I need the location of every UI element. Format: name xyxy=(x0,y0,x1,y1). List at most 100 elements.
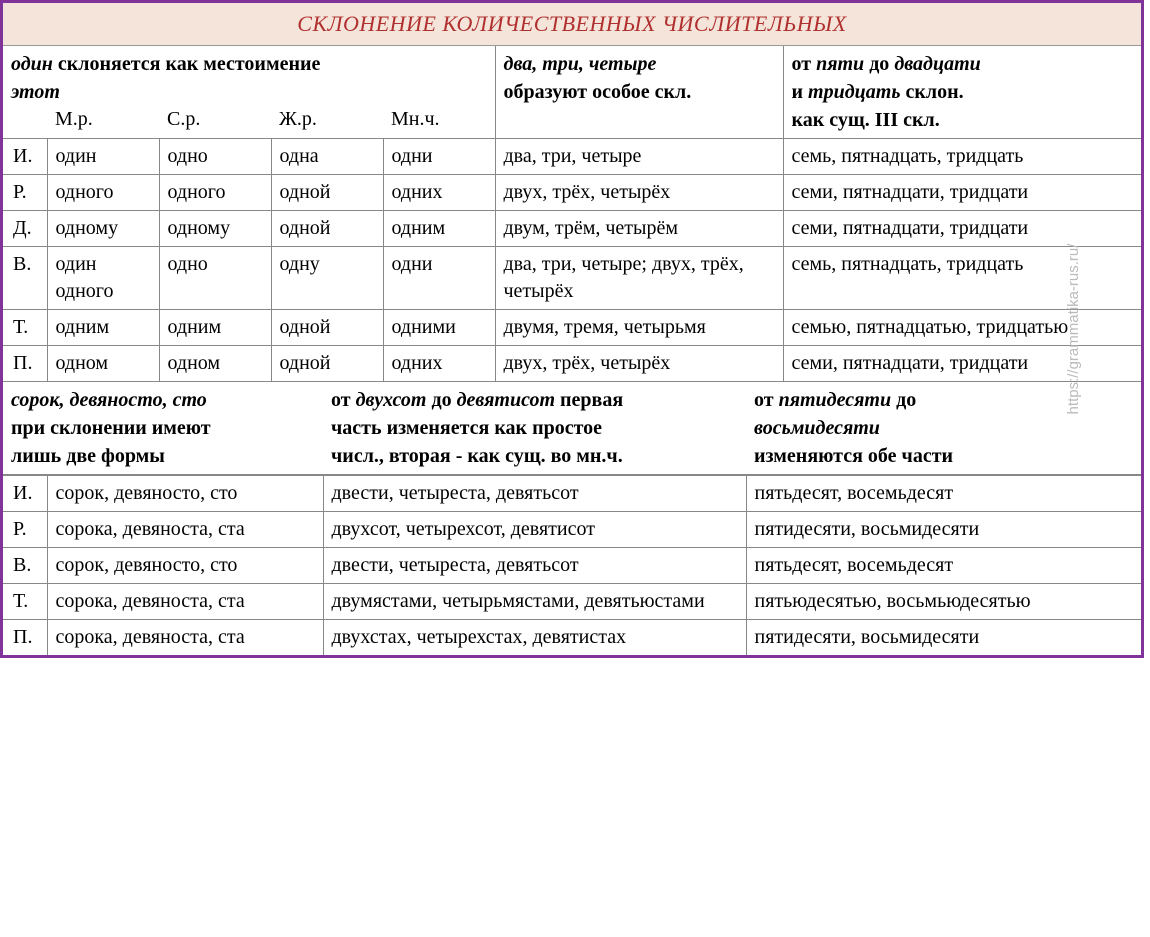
case-label: П. xyxy=(3,346,47,382)
case-label: В. xyxy=(3,247,47,310)
cell: одним xyxy=(383,211,495,247)
cell: одно xyxy=(159,247,271,310)
s2-col3-l1a: от xyxy=(754,389,779,411)
cell: семь, пятнадцать, тридцать xyxy=(783,247,1141,310)
s2-col2-l2: часть изменяется как простое xyxy=(331,417,602,439)
s1-col3-h2c: склон. xyxy=(900,81,963,103)
table-row: И.одиноднооднаоднидва, три, четыресемь, … xyxy=(3,139,1141,175)
s1-col3-h2a: и xyxy=(792,81,809,103)
cell: одной xyxy=(271,310,383,346)
gender-mr: М.р. xyxy=(55,108,93,130)
cell: одна xyxy=(271,139,383,175)
cell: пятьдесят, восемьдесят xyxy=(746,548,1141,584)
s2-col3-l2: восьмидесяти xyxy=(754,417,880,439)
s2-col3-l1b: пятидесяти xyxy=(779,389,892,411)
s2-col2-l1a: от xyxy=(331,389,356,411)
cell: двумястами, четырьмястами, девятьюстами xyxy=(323,584,746,620)
case-label: Р. xyxy=(3,512,47,548)
cell: одной xyxy=(271,211,383,247)
cell: одних xyxy=(383,346,495,382)
table-title: СКЛОНЕНИЕ КОЛИЧЕСТВЕННЫХ ЧИСЛИТЕЛЬНЫХ xyxy=(3,3,1141,46)
case-label: Д. xyxy=(3,211,47,247)
cell: одному xyxy=(159,211,271,247)
cell: сорок, девяносто, сто xyxy=(47,476,323,512)
s2-col2-l1c: до xyxy=(427,389,457,411)
cell: семи, пятнадцати, тридцати xyxy=(783,346,1141,382)
s2-col2-l1d: девятисот xyxy=(457,389,555,411)
cell: сорок, девяносто, сто xyxy=(47,548,323,584)
s2-col1-l2: при склонении имеют xyxy=(11,417,211,439)
cell: одну xyxy=(271,247,383,310)
cell: пятидесяти, восьмидесяти xyxy=(746,620,1141,656)
cell: два, три, четыре; двух, трёх, четырёх xyxy=(495,247,783,310)
table-row: Р.одногоодногооднойоднихдвух, трёх, четы… xyxy=(3,175,1141,211)
cell: двести, четыреста, девятьсот xyxy=(323,476,746,512)
case-label: В. xyxy=(3,548,47,584)
s1-col1-h2: этот xyxy=(11,81,60,103)
cell: одного xyxy=(159,175,271,211)
cell: одно xyxy=(159,139,271,175)
s2-col3-l3: изменяются обе части xyxy=(754,445,953,467)
cell: одной xyxy=(271,346,383,382)
table-row: П.сорока, девяноста, стадвухстах, четыре… xyxy=(3,620,1141,656)
s1-col3-h3: как сущ. III скл. xyxy=(792,109,940,131)
s1-col3-h1a: от xyxy=(792,53,817,75)
table-row: Д.одномуодномуоднойоднимдвум, трём, четы… xyxy=(3,211,1141,247)
cell: одними xyxy=(383,310,495,346)
table-row: В.один одногооднооднуоднидва, три, четыр… xyxy=(3,247,1141,310)
gender-zr: Ж.р. xyxy=(279,108,317,130)
cell: одним xyxy=(47,310,159,346)
cell: одном xyxy=(47,346,159,382)
cell: один одного xyxy=(47,247,159,310)
cell: сорока, девяноста, ста xyxy=(47,620,323,656)
cell: одной xyxy=(271,175,383,211)
cell: сорока, девяноста, ста xyxy=(47,512,323,548)
grammar-table-container: СКЛОНЕНИЕ КОЛИЧЕСТВЕННЫХ ЧИСЛИТЕЛЬНЫХ од… xyxy=(0,0,1144,658)
cell: семи, пятнадцати, тридцати xyxy=(783,211,1141,247)
case-label: Т. xyxy=(3,584,47,620)
section2-body: И.сорок, девяносто, стодвести, четыреста… xyxy=(3,475,1141,655)
cell: семи, пятнадцати, тридцати xyxy=(783,175,1141,211)
cell: двум, трём, четырём xyxy=(495,211,783,247)
section2-header: сорок, девяносто, сто при склонении имею… xyxy=(3,382,1141,475)
table-row: П.одномодномоднойоднихдвух, трёх, четырё… xyxy=(3,346,1141,382)
cell: одним xyxy=(159,310,271,346)
gender-mn: Мн.ч. xyxy=(391,108,440,130)
cell: семью, пятнадцатью, тридцатью xyxy=(783,310,1141,346)
gender-sr: С.р. xyxy=(167,108,200,130)
s1-col3-h1c: до xyxy=(864,53,894,75)
cell: одних xyxy=(383,175,495,211)
cell: пятьдесят, восемьдесят xyxy=(746,476,1141,512)
s1-col3-h1d: двадцати xyxy=(894,53,980,75)
cell: одни xyxy=(383,247,495,310)
cell: двести, четыреста, девятьсот xyxy=(323,548,746,584)
cell: пятидесяти, восьмидесяти xyxy=(746,512,1141,548)
s2-col1-l1: сорок, девяносто, сто xyxy=(11,389,207,411)
case-label: Р. xyxy=(3,175,47,211)
case-label: Т. xyxy=(3,310,47,346)
watermark-text: https://grammatika-rus.ru/ xyxy=(1065,244,1082,415)
s2-col3-l1c: до xyxy=(891,389,916,411)
s1-col2-h1: два, три, четыре xyxy=(504,53,657,75)
cell: сорока, девяноста, ста xyxy=(47,584,323,620)
cell: пятьюдесятью, восьмьюдесятью xyxy=(746,584,1141,620)
cell: двух, трёх, четырёх xyxy=(495,175,783,211)
s2-col2-l3: числ., вторая - как сущ. во мн.ч. xyxy=(331,445,623,467)
s1-col2-h2: образуют особое скл. xyxy=(504,81,692,103)
cell: двухстах, четырехстах, девятистах xyxy=(323,620,746,656)
cell: два, три, четыре xyxy=(495,139,783,175)
cell: одни xyxy=(383,139,495,175)
cell: семь, пятнадцать, тридцать xyxy=(783,139,1141,175)
cell: одного xyxy=(47,175,159,211)
s1-col3-h1b: пяти xyxy=(816,53,864,75)
case-label: И. xyxy=(3,139,47,175)
s1-col1-h1a: один xyxy=(11,53,53,75)
table-row: Р.сорока, девяноста, стадвухсот, четырех… xyxy=(3,512,1141,548)
cell: одном xyxy=(159,346,271,382)
cell: один xyxy=(47,139,159,175)
table-row: И.сорок, девяносто, стодвести, четыреста… xyxy=(3,476,1141,512)
cell: двухсот, четырехсот, девятисот xyxy=(323,512,746,548)
section1-body: И.одиноднооднаоднидва, три, четыресемь, … xyxy=(3,138,1141,382)
case-label: П. xyxy=(3,620,47,656)
s2-col2-l1e: первая xyxy=(555,389,623,411)
